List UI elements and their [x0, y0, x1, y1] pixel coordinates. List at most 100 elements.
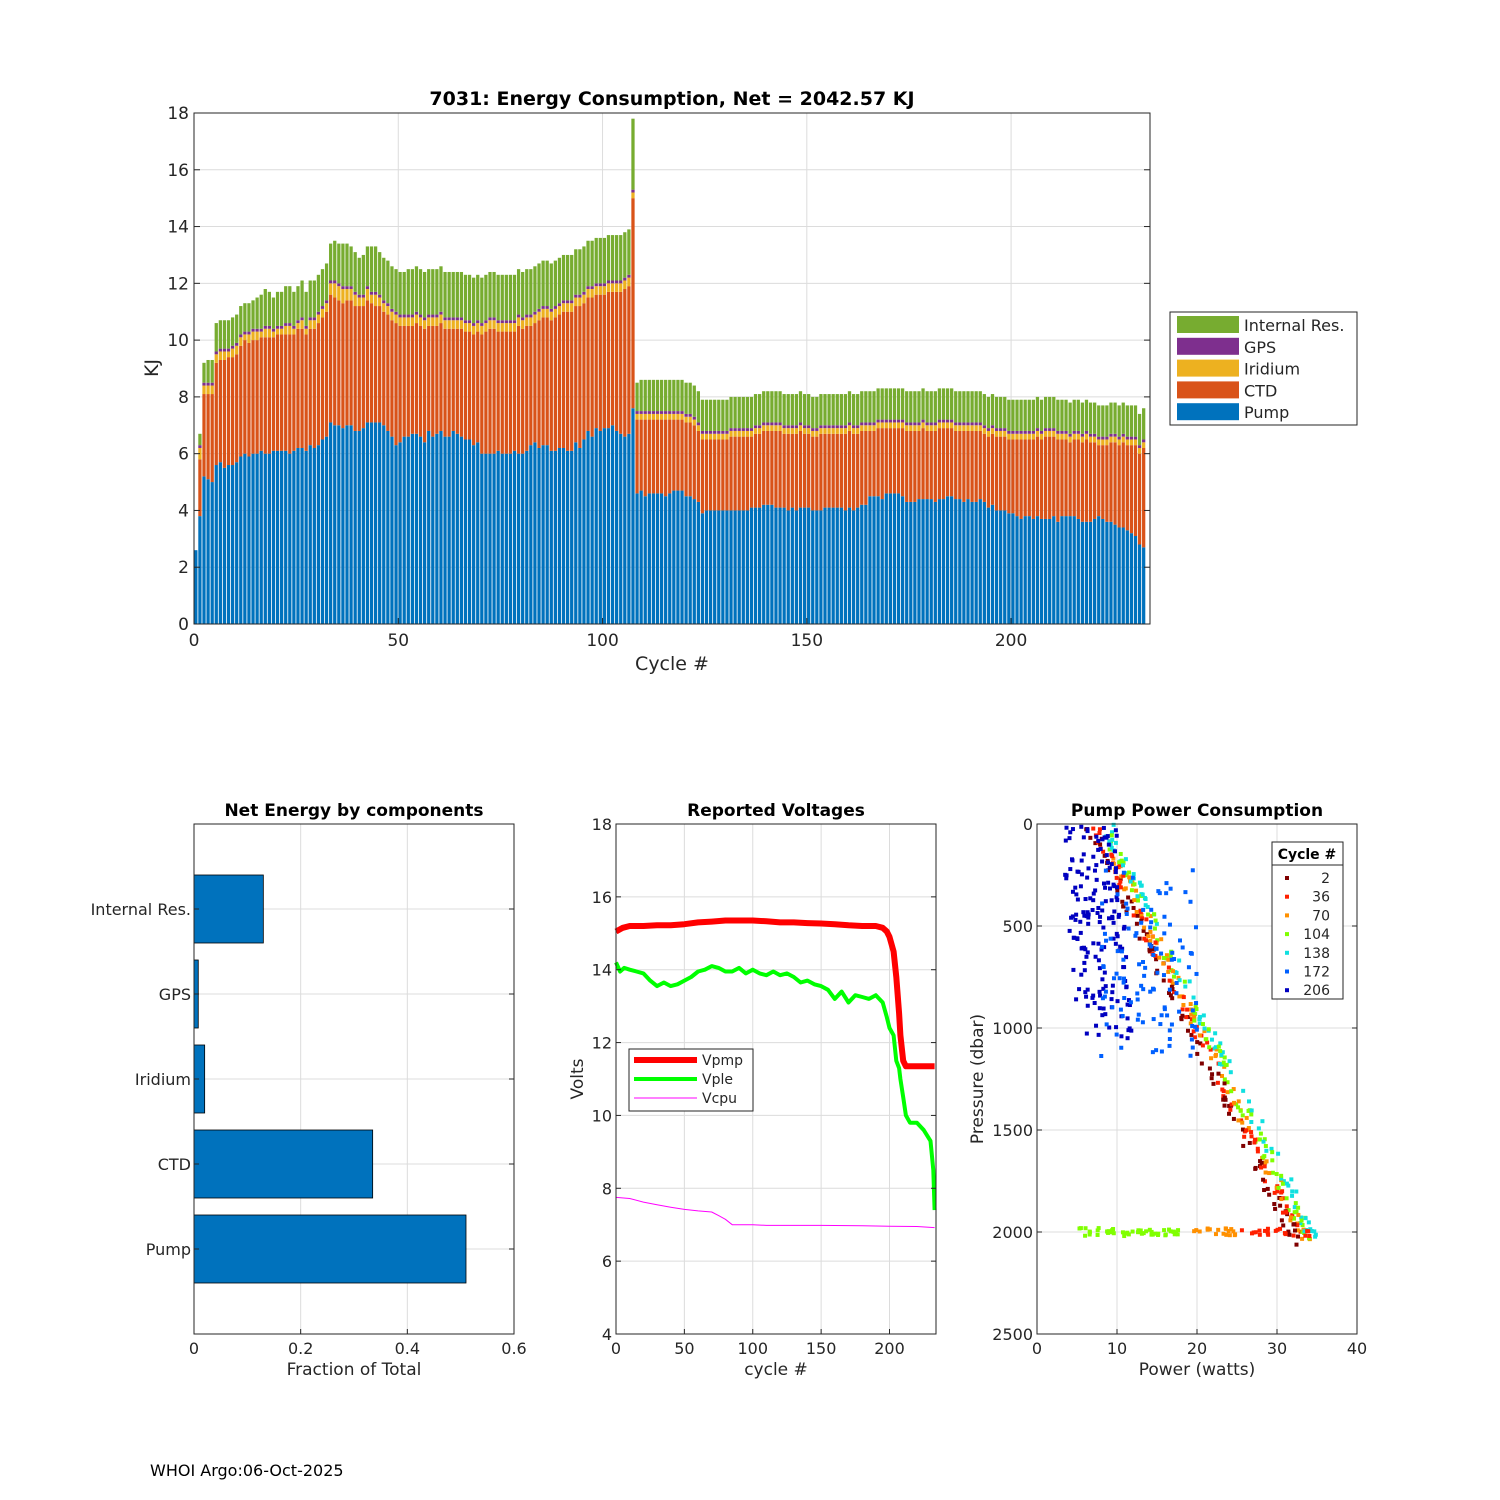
energy-bar-gps	[1039, 430, 1044, 434]
energy-bar-internal	[218, 320, 222, 349]
energy-bar-internal	[717, 399, 721, 431]
energy-bar-pump	[394, 445, 398, 624]
energy-bar-iridium	[373, 294, 378, 307]
energy-bar-gps	[472, 323, 476, 326]
pump-power-point	[1288, 1218, 1293, 1223]
energy-ytick-label: 16	[167, 161, 189, 181]
energy-bar-internal	[561, 254, 566, 301]
energy-bar-pump	[982, 501, 986, 624]
energy-bar-iridium	[864, 425, 868, 431]
energy-bar-gps	[802, 425, 807, 429]
energy-bar-iridium	[476, 323, 480, 332]
pump-power-point	[1111, 861, 1116, 866]
energy-bar-ctd	[827, 433, 831, 508]
energy-bar-gps	[586, 286, 590, 290]
energy-bar-internal	[1129, 405, 1134, 437]
pump-power-point	[1292, 1210, 1297, 1215]
energy-bar-pump	[856, 507, 860, 624]
energy-bar-iridium	[431, 317, 435, 326]
energy-bar-internal	[896, 388, 901, 420]
energy-bar-ctd	[1060, 439, 1064, 517]
energy-bar-iridium	[369, 294, 374, 304]
energy-bar-pump	[284, 450, 288, 624]
pump-power-point	[1156, 889, 1161, 894]
voltage-line-vple	[614, 961, 937, 1211]
energy-bar-iridium	[741, 430, 745, 437]
energy-bar-internal	[986, 396, 991, 429]
energy-bar-internal	[451, 271, 455, 318]
energy-bar-pump	[639, 490, 643, 624]
energy-bar-internal	[198, 433, 202, 446]
pump-power-point	[1231, 1229, 1236, 1234]
energy-bar-gps	[807, 425, 811, 429]
energy-bar-internal	[688, 382, 692, 414]
energy-bar-iridium	[1088, 436, 1093, 443]
energy-bar-ctd	[378, 306, 382, 423]
pump-power-point	[1280, 1210, 1285, 1215]
energy-bar-gps	[590, 286, 594, 290]
pump-power-point	[1270, 1170, 1275, 1175]
energy-bar-iridium	[329, 283, 333, 295]
pump-power-point	[1124, 955, 1129, 960]
energy-bar-iridium	[1142, 442, 1146, 448]
pump-power-point	[1124, 873, 1129, 878]
voltage-ytick-label: 4	[602, 1325, 612, 1344]
energy-bar-gps	[831, 425, 835, 429]
energy-bar-pump	[561, 447, 566, 624]
pump-power-point	[1117, 912, 1122, 917]
energy-bar-internal	[615, 235, 619, 281]
energy-bar-pump	[361, 428, 365, 624]
energy-bar-gps	[345, 286, 349, 290]
pump-power-point	[1287, 1232, 1292, 1237]
energy-bar-ctd	[198, 459, 202, 517]
energy-bar-internal	[271, 297, 276, 329]
pump-power-point	[1139, 1231, 1144, 1236]
pump-power-point	[1170, 981, 1175, 986]
energy-bar-pump	[308, 445, 312, 624]
pump-power-point	[1095, 1228, 1100, 1233]
energy-bar-gps	[251, 328, 255, 332]
energy-bar-pump	[807, 507, 811, 624]
energy-bar-gps	[1133, 436, 1138, 440]
pump-power-point	[1192, 1035, 1197, 1040]
pump-power-point	[1291, 1233, 1296, 1238]
energy-bar-iridium	[851, 428, 856, 434]
pump-power-point	[1229, 1089, 1234, 1094]
energy-bar-ctd	[484, 331, 488, 454]
pump-power-point	[1130, 1229, 1135, 1234]
energy-bar-iridium	[459, 320, 464, 329]
energy-bar-pump	[831, 507, 835, 624]
energy-bar-gps	[512, 320, 517, 324]
pump-power-point	[1094, 834, 1099, 839]
energy-bar-internal	[619, 235, 623, 281]
energy-bar-iridium	[586, 289, 590, 298]
energy-bar-ctd	[999, 436, 1003, 511]
pump-power-point	[1193, 1024, 1198, 1029]
pump-power-point	[1142, 973, 1147, 978]
pump-power-point	[1262, 1137, 1267, 1142]
components-title: Net Energy by components	[224, 801, 483, 821]
energy-bar-internal	[226, 320, 231, 349]
energy-bar-iridium	[900, 422, 905, 429]
energy-bar-gps	[1035, 428, 1040, 431]
pump-power-point	[1145, 904, 1150, 909]
energy-bar-iridium	[533, 314, 537, 324]
energy-bar-gps	[394, 311, 398, 315]
energy-bar-gps	[292, 325, 296, 329]
energy-bar-internal	[594, 237, 598, 284]
pump-power-point	[1224, 1062, 1229, 1067]
pump-power-point	[1141, 907, 1146, 912]
energy-bar-ctd	[259, 337, 263, 451]
pump-power-point	[1180, 1013, 1185, 1018]
pump-power-point	[1296, 1212, 1301, 1217]
energy-bar-iridium	[214, 354, 218, 363]
pump-power-point	[1096, 958, 1101, 963]
pump-power-point	[1162, 1007, 1167, 1012]
pump-power-point	[1074, 997, 1079, 1002]
pump-power-point	[1117, 882, 1122, 887]
energy-bar-iridium	[786, 428, 790, 434]
energy-bar-iridium	[762, 425, 766, 431]
energy-bar-gps	[284, 323, 288, 326]
pump-power-point	[1070, 827, 1075, 832]
